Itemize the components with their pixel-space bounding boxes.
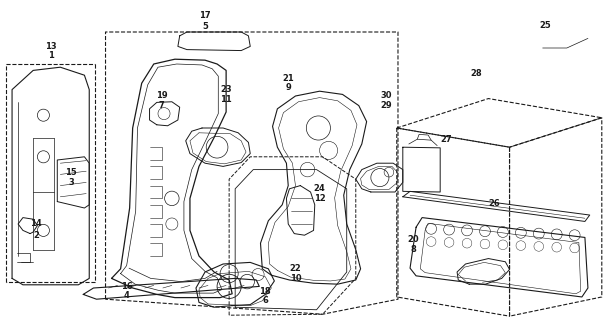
Text: 24: 24: [314, 184, 326, 193]
Text: 3: 3: [68, 178, 74, 187]
Text: 4: 4: [124, 292, 130, 300]
Text: 7: 7: [159, 101, 165, 110]
Text: 10: 10: [289, 274, 302, 283]
Text: 28: 28: [470, 69, 482, 78]
Text: 20: 20: [407, 236, 419, 244]
Text: 19: 19: [156, 92, 168, 100]
Text: 26: 26: [488, 199, 500, 208]
Text: 25: 25: [540, 21, 552, 30]
Text: 22: 22: [289, 264, 302, 273]
Text: 6: 6: [262, 296, 268, 305]
Text: 30: 30: [380, 92, 392, 100]
Text: 17: 17: [199, 11, 211, 20]
Text: 15: 15: [65, 168, 77, 177]
Text: 1: 1: [48, 52, 54, 60]
Text: 21: 21: [282, 74, 294, 83]
Text: 8: 8: [410, 245, 416, 254]
Text: 12: 12: [314, 194, 326, 203]
Text: 29: 29: [380, 101, 392, 110]
Text: 14: 14: [30, 220, 42, 228]
Text: 11: 11: [220, 95, 232, 104]
Text: 13: 13: [45, 42, 57, 51]
Text: 16: 16: [121, 282, 133, 291]
Text: 9: 9: [285, 84, 291, 92]
Text: 18: 18: [259, 287, 271, 296]
Text: 2: 2: [33, 231, 39, 240]
Text: 23: 23: [220, 85, 232, 94]
Text: 5: 5: [202, 22, 208, 31]
Text: 27: 27: [440, 135, 452, 144]
